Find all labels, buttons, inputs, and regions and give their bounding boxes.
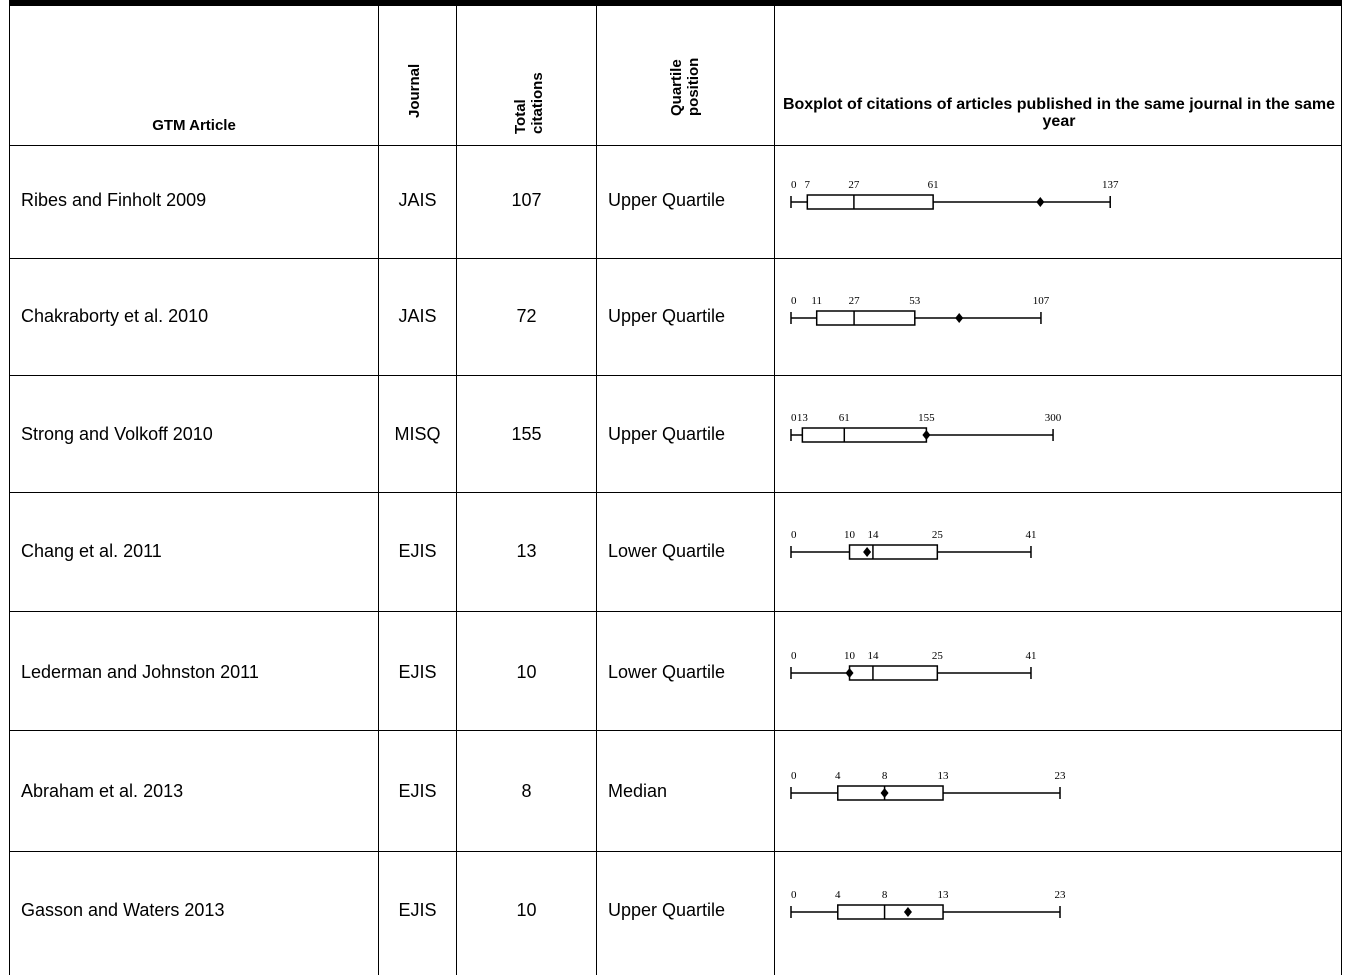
tick-label: 61: [839, 412, 850, 424]
header-article: GTM Article: [152, 117, 236, 134]
tick-label: 27: [849, 295, 861, 307]
article-cell: Gasson and Waters 2013: [21, 900, 225, 920]
article-marker: [845, 668, 854, 678]
box-iqr: [848, 665, 939, 681]
article-cell: Lederman and Johnston 2011: [21, 662, 259, 682]
journal-cell: EJIS: [398, 662, 437, 682]
tick-label: 10: [844, 529, 856, 541]
tick-label: 13: [797, 412, 809, 424]
quartile-cell: Lower Quartile: [608, 541, 726, 561]
journal-cell: EJIS: [398, 781, 437, 801]
quartile-cell: Upper Quartile: [608, 190, 726, 210]
article-marker: [1036, 197, 1045, 207]
article-marker: [863, 547, 872, 557]
article-marker: [922, 430, 931, 440]
tick-label: 13: [938, 770, 950, 782]
tick-label: 0: [791, 770, 797, 782]
tick-label: 107: [1033, 295, 1050, 307]
row-divider: [9, 492, 1342, 493]
tick-label: 10: [844, 650, 856, 662]
citations-cell: 107: [511, 190, 542, 210]
article-cell: Chang et al. 2011: [21, 541, 162, 561]
journal-cell: EJIS: [398, 541, 437, 561]
row-divider: [9, 145, 1342, 146]
tick-label: 23: [1055, 889, 1067, 901]
journal-cell: EJIS: [398, 900, 437, 920]
tick-label: 137: [1102, 179, 1119, 191]
tick-label: 11: [811, 295, 822, 307]
citations-cell: 155: [511, 424, 542, 444]
box-iqr: [837, 785, 944, 801]
article-cell: Ribes and Finholt 2009: [21, 190, 207, 210]
article-marker: [880, 788, 889, 798]
article-cell: Strong and Volkoff 2010: [21, 424, 213, 444]
tick-label: 41: [1025, 650, 1036, 662]
tick-label: 41: [1025, 529, 1036, 541]
tick-label: 155: [918, 412, 935, 424]
tick-label: 300: [1045, 412, 1062, 424]
tick-label: 13: [938, 889, 950, 901]
tick-label: 8: [882, 770, 888, 782]
tick-label: 61: [928, 179, 939, 191]
box-iqr: [815, 310, 916, 326]
quartile-cell: Lower Quartile: [608, 662, 726, 682]
citations-cell: 72: [516, 306, 537, 326]
tick-label: 0: [791, 650, 797, 662]
column-divider: [596, 0, 597, 975]
journal-cell: MISQ: [394, 424, 441, 444]
article-cell: Chakraborty et al. 2010: [21, 306, 209, 326]
quartile-cell: Upper Quartile: [608, 424, 726, 444]
citations-cell: 13: [516, 541, 537, 561]
tick-label: 0: [791, 889, 797, 901]
article-cell: Abraham et al. 2013: [21, 781, 184, 801]
quartile-cell: Median: [608, 781, 668, 801]
tick-label: 25: [932, 529, 944, 541]
tick-label: 7: [805, 179, 811, 191]
header-boxplot: Boxplot of citations of articles publish…: [782, 96, 1336, 130]
journal-cell: JAIS: [398, 306, 437, 326]
citations-cell: 10: [516, 662, 537, 682]
tick-label: 25: [932, 650, 944, 662]
tick-label: 8: [882, 889, 888, 901]
citations-cell: 8: [521, 781, 532, 801]
tick-label: 14: [867, 529, 879, 541]
row-divider: [9, 611, 1342, 612]
row-divider: [9, 375, 1342, 376]
box-iqr: [837, 904, 944, 920]
column-divider: [774, 0, 775, 975]
citations-cell: 10: [516, 900, 537, 920]
tick-label: 0: [791, 412, 797, 424]
tick-label: 4: [835, 889, 841, 901]
quartile-cell: Upper Quartile: [608, 306, 726, 326]
journal-cell: JAIS: [398, 190, 437, 210]
tick-label: 0: [791, 179, 797, 191]
quartile-cell: Upper Quartile: [608, 900, 726, 920]
box-iqr: [801, 427, 928, 443]
column-divider: [378, 0, 379, 975]
tick-label: 27: [848, 179, 860, 191]
tick-label: 23: [1055, 770, 1067, 782]
article-marker: [955, 313, 964, 323]
row-divider: [9, 258, 1342, 259]
row-divider: [9, 730, 1342, 731]
tick-label: 0: [791, 295, 797, 307]
table-border: [9, 0, 1342, 975]
tick-label: 53: [909, 295, 921, 307]
box-iqr: [848, 544, 939, 560]
tick-label: 0: [791, 529, 797, 541]
tick-label: 4: [835, 770, 841, 782]
row-divider: [9, 851, 1342, 852]
box-iqr: [806, 194, 934, 210]
article-marker: [903, 907, 912, 917]
column-divider: [456, 0, 457, 975]
tick-label: 14: [867, 650, 879, 662]
